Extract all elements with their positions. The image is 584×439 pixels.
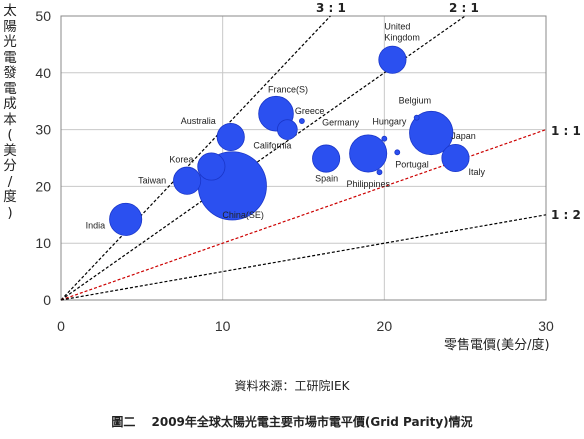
y-axis-label-char: 分 [3,158,17,174]
source-note: 資料來源：工研院IEK [234,379,350,393]
bubble [381,135,388,142]
point-label: Philippines [346,179,390,189]
y-axis-label-char: ( [7,127,13,143]
point-label: France(S) [268,85,308,95]
ratio-line-label: 1 : 1 [551,124,581,138]
bubble [216,122,245,152]
point-label: Italy [468,167,485,177]
ratio-line-label: 1 : 2 [551,208,581,222]
point-label: Korea [169,155,193,165]
x-tick-label: 30 [538,318,554,334]
bubble [376,169,383,176]
y-axis-label-char: 太 [3,3,17,19]
y-axis-label-char: 陽 [3,18,17,35]
bubble [173,166,202,195]
y-axis-label-char: 度 [3,189,17,205]
bubble [409,110,454,156]
point-label: California [253,141,291,151]
ratio-line [60,15,331,301]
y-tick-label: 50 [35,8,51,24]
bubble [378,45,407,74]
point-label: Belgium [399,96,432,106]
x-tick-label: 10 [215,318,231,334]
bubble [197,152,226,181]
ratio-line [60,214,547,301]
ratio-line-label: 3 : 1 [316,1,346,15]
y-axis-label-char: 電 [3,80,17,97]
x-tick-label: 20 [377,318,393,334]
figure-caption: 圖二 2009年全球太陽光電主要市場市電平價(Grid Parity)情況 [111,415,473,429]
point-label: Hungary [372,117,407,127]
bubble [277,119,298,140]
y-tick-label: 0 [43,292,51,308]
y-axis-label-char: 電 [3,49,17,66]
y-axis-label-char: 成 [3,96,17,112]
y-axis-label-char: ) [7,204,13,221]
y-axis-label-char: 光 [3,34,17,50]
bubble [349,134,388,173]
bubble [109,202,143,236]
y-tick-label: 10 [35,235,51,251]
point-label: China(SE) [222,210,264,220]
y-axis-label-char: / [7,173,13,190]
bubble [441,143,470,173]
bubble [413,114,420,121]
bubble [298,118,305,124]
y-tick-label: 20 [35,178,51,194]
point-label: Portugal [395,159,429,169]
x-axis-label: 零售電價(美分/度) [444,338,550,353]
point-label: Japan [451,131,476,141]
point-label: Spain [315,174,338,184]
y-tick-label: 30 [35,122,51,138]
y-axis-label: 太陽光電發電成本(美分 / 度) [2,3,18,221]
ratio-line [60,129,547,301]
point-label: Germany [322,117,360,127]
bubble [394,149,401,156]
y-axis-label-char: 美 [3,142,17,159]
bubble [312,144,341,173]
x-tick-label: 0 [57,318,65,334]
point-label: United Kingdom [384,22,420,43]
y-axis-label-char: 本 [3,111,17,128]
ratio-line-label: 2 : 1 [449,1,479,15]
point-label: Taiwan [138,176,166,186]
point-label: India [86,220,106,230]
y-axis-label-char: 發 [3,65,17,81]
point-label: Australia [181,116,216,126]
plot-frame [60,15,547,301]
y-tick-label: 40 [35,65,51,81]
point-label: Greece [295,106,325,116]
